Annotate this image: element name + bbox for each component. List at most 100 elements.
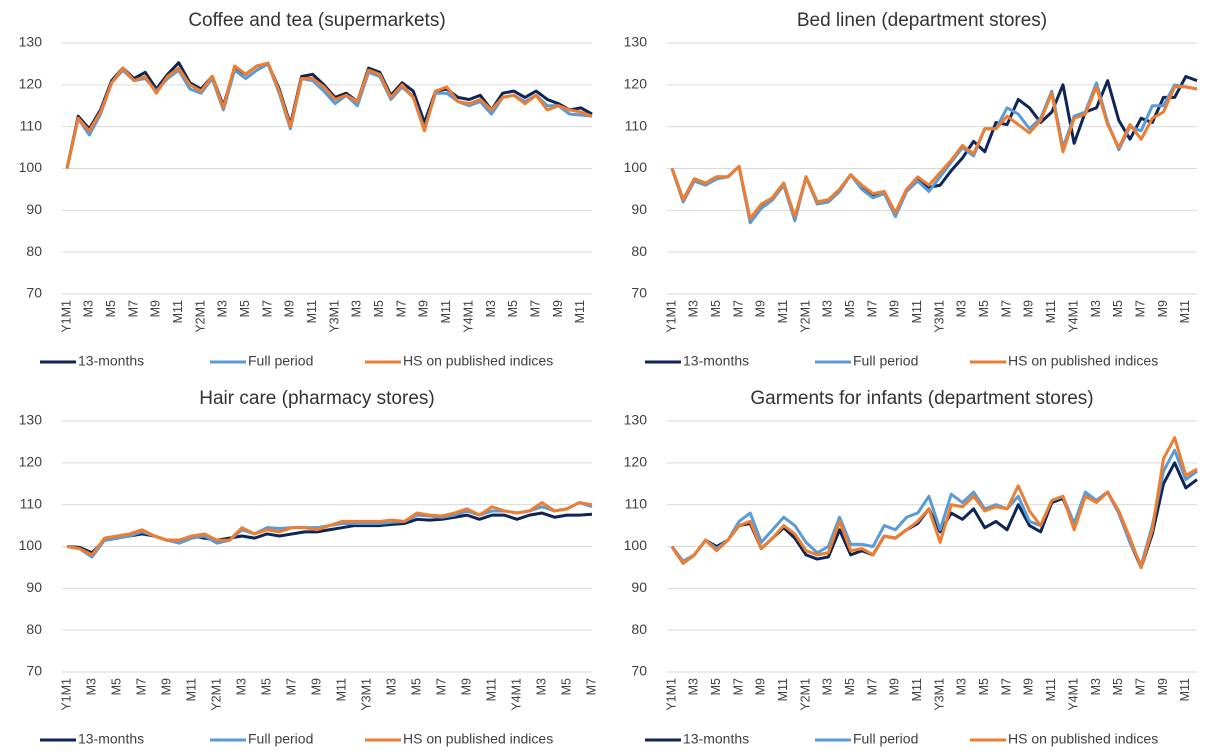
x-tick-label: Y1M1	[59, 678, 73, 711]
x-tick-label: M9	[1022, 300, 1036, 317]
x-tick-label: M9	[1022, 678, 1036, 695]
y-tick-label: 110	[625, 495, 648, 511]
legend-label: HS on published indices	[1008, 353, 1158, 369]
y-tick-label: 120	[19, 76, 43, 92]
y-tick-label: 80	[26, 243, 42, 259]
x-tick-label: M9	[888, 678, 902, 695]
y-tick-label: 70	[631, 285, 647, 301]
x-tick-label: M7	[1133, 678, 1147, 695]
subplot: Coffee and tea (supermarkets) 70 80 90 100 11…	[19, 10, 593, 369]
x-tick-label: Y1M1	[664, 678, 678, 711]
x-tick-label: Y4M1	[1066, 678, 1080, 711]
x-tick-label: M5	[709, 300, 723, 317]
x-tick-label: M11	[1044, 300, 1058, 323]
x-tick-label: M11	[184, 678, 198, 701]
y-tick-label: 90	[631, 579, 647, 595]
x-tick-label: M3	[687, 300, 701, 317]
x-tick-label: M9	[754, 678, 768, 695]
legend-label: Full period	[853, 353, 918, 369]
chart-title: Coffee and tea (supermarkets)	[188, 10, 445, 31]
y-tick-label: 100	[19, 537, 43, 553]
x-tick-label: M9	[149, 300, 163, 317]
x-tick-label: Y3M1	[359, 678, 373, 711]
x-tick-label: M9	[754, 300, 768, 317]
y-tick-label: 120	[624, 454, 648, 470]
x-tick-label: Y2M1	[798, 300, 812, 333]
x-tick-label: M9	[283, 300, 297, 317]
x-tick-label: M11	[776, 300, 790, 323]
y-tick-label: 120	[19, 454, 43, 470]
y-tick-label: 110	[625, 117, 648, 133]
series-line	[65, 61, 593, 169]
series-line	[670, 81, 1198, 225]
y-tick-label: 130	[624, 34, 648, 50]
x-tick-label: M3	[484, 300, 498, 317]
x-tick-label: M3	[1089, 300, 1103, 317]
x-tick-label: M11	[910, 678, 924, 701]
x-tick-label: Y2M1	[193, 300, 207, 333]
y-tick-label: 90	[631, 201, 647, 217]
y-tick-label: 100	[624, 159, 648, 175]
y-tick-label: 80	[631, 243, 647, 259]
x-tick-label: Y3M1	[327, 300, 341, 333]
x-tick-label: M5	[259, 678, 273, 695]
x-tick-label: M3	[350, 300, 364, 317]
x-tick-label: M11	[910, 300, 924, 323]
x-tick-label: M9	[309, 678, 323, 695]
x-tick-label: M3	[821, 300, 835, 317]
x-tick-label: M3	[84, 678, 98, 695]
x-tick-label: M9	[417, 300, 431, 317]
x-tick-label: Y3M1	[932, 678, 946, 711]
y-tick-label: 110	[20, 495, 43, 511]
x-tick-label: M7	[1133, 300, 1147, 317]
x-tick-label: M11	[484, 678, 498, 701]
x-tick-label: Y2M1	[209, 678, 223, 711]
x-tick-label: M9	[159, 678, 173, 695]
x-tick-label: Y1M1	[59, 300, 73, 333]
x-tick-label: M11	[171, 300, 185, 323]
x-tick-label: M7	[126, 300, 140, 317]
x-tick-label: M9	[459, 678, 473, 695]
x-tick-label: Y3M1	[932, 300, 946, 333]
legend-label: Full period	[853, 731, 918, 747]
x-tick-label: M5	[506, 300, 520, 317]
x-tick-label: M5	[372, 300, 386, 317]
legend-label: HS on published indices	[403, 731, 553, 747]
x-tick-label: M7	[731, 678, 745, 695]
x-tick-label: M11	[1044, 678, 1058, 701]
legend-label: HS on published indices	[1008, 731, 1158, 747]
y-tick-label: 90	[26, 201, 42, 217]
x-tick-label: M11	[1178, 678, 1192, 701]
legend-label: HS on published indices	[403, 353, 553, 369]
x-tick-label: M7	[999, 678, 1013, 695]
x-tick-label: M5	[1111, 678, 1125, 695]
x-tick-label: M5	[238, 300, 252, 317]
subplot: Hair care (pharmacy stores) 70 80 90 100 110 1…	[19, 388, 599, 747]
y-tick-label: 80	[631, 621, 647, 637]
y-tick-label: 120	[624, 76, 648, 92]
y-tick-label: 110	[20, 117, 43, 133]
legend-label: 13-months	[78, 731, 144, 747]
legend-label: 13-months	[683, 353, 749, 369]
x-tick-label: M5	[977, 678, 991, 695]
x-tick-label: M7	[434, 678, 448, 695]
y-tick-label: 70	[631, 663, 647, 679]
y-tick-label: 130	[19, 34, 43, 50]
x-tick-label: M5	[109, 678, 123, 695]
x-tick-label: Y4M1	[461, 300, 475, 333]
x-tick-label: M3	[955, 678, 969, 695]
x-tick-label: M3	[384, 678, 398, 695]
x-tick-label: M3	[234, 678, 248, 695]
subplot: Bed linen (department stores) 70 80 90 100 11…	[624, 10, 1198, 369]
x-tick-label: Y4M1	[509, 678, 523, 711]
y-tick-label: 80	[26, 621, 42, 637]
y-tick-label: 130	[624, 412, 648, 428]
x-tick-label: M3	[821, 678, 835, 695]
x-tick-label: M7	[134, 678, 148, 695]
x-tick-label: M11	[776, 678, 790, 701]
x-tick-label: M7	[731, 300, 745, 317]
x-tick-label: M7	[394, 300, 408, 317]
x-tick-label: M7	[260, 300, 274, 317]
x-tick-label: M9	[888, 300, 902, 317]
